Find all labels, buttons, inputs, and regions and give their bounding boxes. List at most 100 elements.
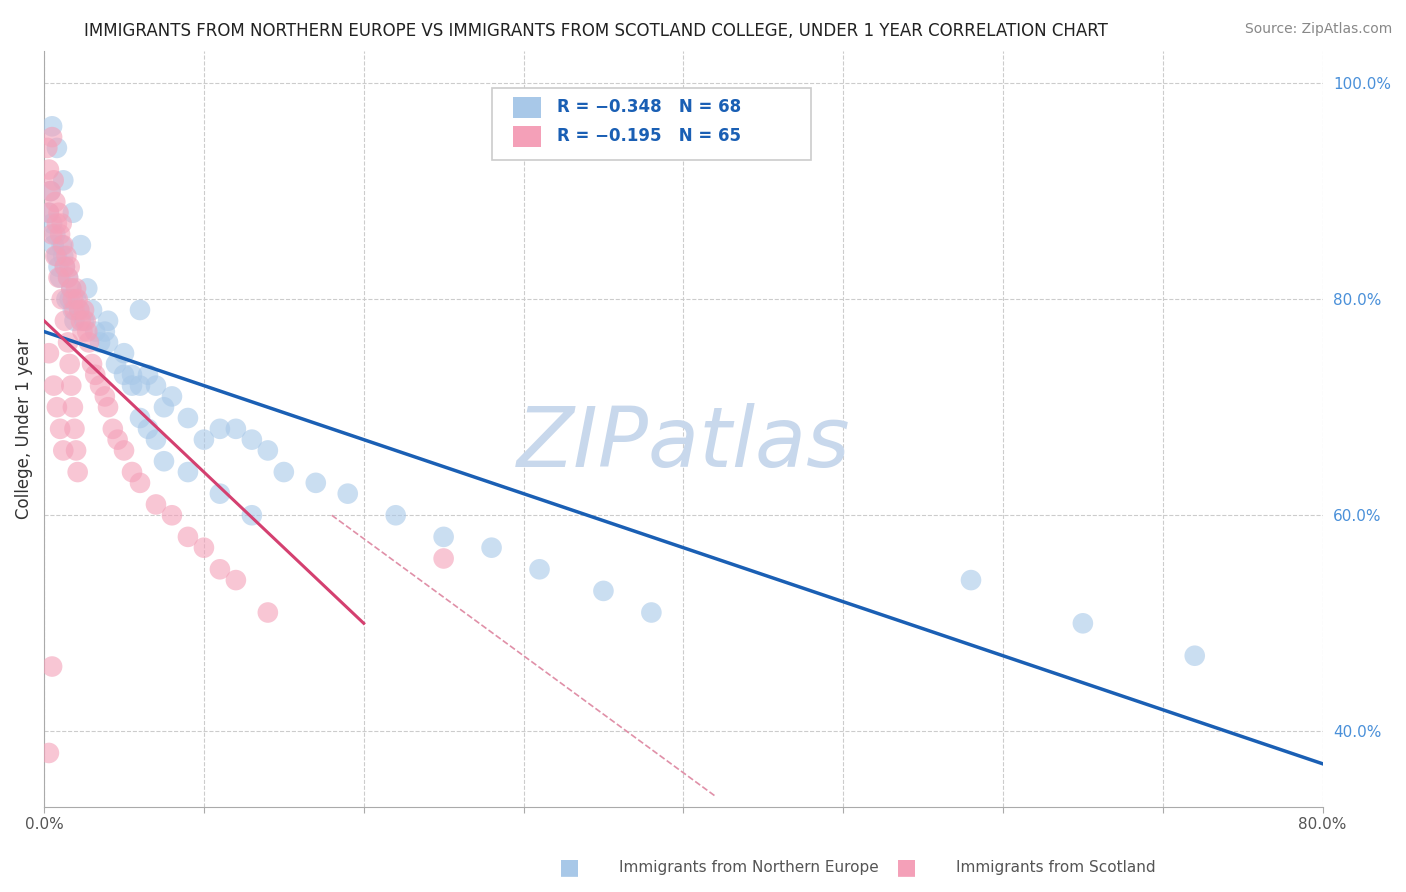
Text: R = −0.195   N = 65: R = −0.195 N = 65 (557, 128, 741, 145)
Point (73, 314, 96, 328)
Point (52, 443, 75, 458)
Point (49, 227, 72, 242)
Point (60, 281, 83, 295)
Point (129, 303, 152, 318)
Point (305, 475, 328, 490)
Point (112, 443, 135, 458)
Point (1071, 616, 1094, 631)
Point (84, 325, 107, 339)
Point (45, 217, 67, 231)
Point (45, 401, 67, 415)
Point (592, 583, 614, 598)
Text: IMMIGRANTS FROM NORTHERN EUROPE VS IMMIGRANTS FROM SCOTLAND COLLEGE, UNDER 1 YEA: IMMIGRANTS FROM NORTHERN EUROPE VS IMMIG… (84, 22, 1108, 40)
Point (41, 217, 63, 231)
Point (225, 573, 247, 587)
Point (129, 411, 152, 425)
Point (38, 346, 60, 360)
Point (60, 378, 83, 392)
Point (336, 486, 359, 500)
Point (960, 573, 983, 587)
Point (65, 443, 87, 458)
Point (89, 335, 111, 350)
Point (41, 227, 63, 242)
Point (97, 401, 120, 415)
Point (65, 292, 87, 306)
Point (70, 238, 93, 252)
Point (145, 433, 167, 447)
Point (153, 454, 176, 468)
Point (38, 162, 60, 177)
Point (38, 206, 60, 220)
Point (97, 335, 120, 350)
Point (105, 357, 128, 371)
Point (38, 206, 60, 220)
Point (145, 498, 167, 512)
Point (136, 368, 159, 382)
Point (41, 120, 63, 134)
Point (84, 368, 107, 382)
Point (63, 314, 86, 328)
Y-axis label: College, Under 1 year: College, Under 1 year (15, 338, 32, 519)
Point (39, 184, 62, 198)
FancyBboxPatch shape (492, 88, 811, 161)
Point (208, 562, 231, 576)
Point (49, 422, 72, 436)
FancyBboxPatch shape (513, 97, 541, 118)
Point (48, 260, 70, 274)
Point (52, 238, 75, 252)
Point (53, 260, 76, 274)
Point (257, 606, 280, 620)
Point (45, 141, 67, 155)
Text: R = −0.348   N = 68: R = −0.348 N = 68 (557, 98, 741, 116)
Point (42, 173, 65, 187)
Text: Immigrants from Scotland: Immigrants from Scotland (956, 860, 1156, 874)
Point (208, 486, 231, 500)
Point (129, 475, 152, 490)
Point (63, 303, 86, 318)
Point (529, 562, 551, 576)
Point (42, 378, 65, 392)
Point (65, 281, 87, 295)
Point (101, 422, 124, 436)
Point (41, 659, 63, 673)
Point (112, 346, 135, 360)
Point (145, 378, 167, 392)
Point (63, 422, 86, 436)
Point (94, 389, 117, 403)
Point (121, 378, 143, 392)
Point (55, 292, 77, 306)
Point (153, 401, 176, 415)
Point (121, 465, 143, 479)
Point (73, 303, 96, 318)
Point (240, 433, 263, 447)
Point (48, 270, 70, 285)
Point (129, 378, 152, 392)
Point (62, 292, 84, 306)
Point (48, 206, 70, 220)
Point (76, 281, 98, 295)
Point (52, 173, 75, 187)
Point (44, 227, 66, 242)
Point (225, 422, 247, 436)
Text: ■: ■ (897, 857, 917, 877)
Point (59, 357, 82, 371)
Point (160, 389, 183, 403)
Point (76, 325, 98, 339)
Point (193, 433, 215, 447)
Point (45, 249, 67, 263)
Point (89, 378, 111, 392)
Text: Source: ZipAtlas.com: Source: ZipAtlas.com (1244, 22, 1392, 37)
Point (41, 130, 63, 145)
Point (433, 530, 456, 544)
Point (37, 141, 59, 155)
Point (107, 433, 129, 447)
Point (60, 281, 83, 295)
Point (38, 746, 60, 760)
Point (56, 270, 79, 285)
Point (193, 541, 215, 555)
Point (208, 422, 231, 436)
Point (94, 325, 117, 339)
Point (136, 422, 159, 436)
Point (44, 249, 66, 263)
Point (121, 368, 143, 382)
